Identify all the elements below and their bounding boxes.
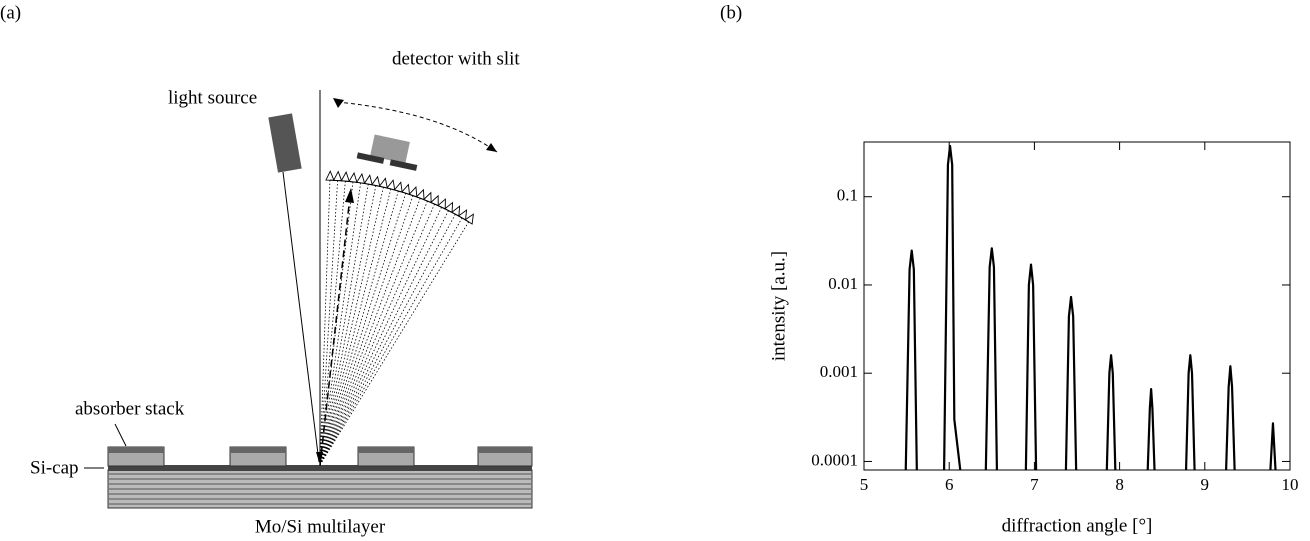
ray [319,200,428,466]
ray [319,213,456,466]
y-tick-label: 0.01 [828,274,858,293]
y-axis-label: intensity [a.u.] [768,251,789,361]
arrow-head [345,188,354,203]
arrow-head [316,452,323,465]
leader-line [114,423,127,447]
y-tick-label: 0.1 [837,186,858,205]
absorber-top [108,447,164,453]
reflected-ray [319,195,351,466]
detector-triangle [348,171,358,183]
detector-slit [356,152,385,164]
x-tick-label: 9 [1201,475,1210,494]
light-source [268,113,302,173]
x-tick-label: 10 [1282,475,1299,494]
ray [319,193,407,466]
data-line [904,144,1277,470]
x-tick-label: 5 [860,475,869,494]
x-tick-label: 6 [945,475,954,494]
ray [319,187,384,466]
detector-triangle [325,170,335,181]
detector-triangle [464,213,474,225]
absorber-top [230,447,286,453]
label: Si-cap [30,457,79,478]
ray [319,221,470,466]
absorber-top [358,447,414,453]
ray [319,203,435,466]
detector-triangle [340,171,350,182]
ray [319,195,414,466]
y-tick-label: 0.001 [820,362,858,381]
label: light source [168,87,257,108]
label: Mo/Si multilayer [255,516,386,537]
rotation-arrow [336,101,498,153]
arrow-head [333,98,497,152]
panel-label: (a) [0,2,21,23]
x-tick-label: 7 [1030,475,1039,494]
detector-triangle [332,170,343,182]
x-tick-label: 8 [1115,475,1124,494]
ray [319,181,346,466]
detector [370,134,410,164]
ray [319,190,399,466]
detector-arc [329,179,470,223]
detector-slit [389,159,418,171]
label: detector with slit [392,48,520,69]
panel-label: (b) [720,2,742,23]
ray [319,184,369,466]
si-cap-layer [108,465,532,471]
ray [319,217,463,466]
absorber-top [478,447,532,453]
label: absorber stack [75,398,185,419]
plot-frame [863,141,1291,471]
diagram: light source detector with slit absorber… [30,48,533,537]
y-tick-label: 0.0001 [811,450,858,469]
x-axis-label: diffraction angle [°] [1002,515,1153,536]
incident-ray [282,171,320,463]
